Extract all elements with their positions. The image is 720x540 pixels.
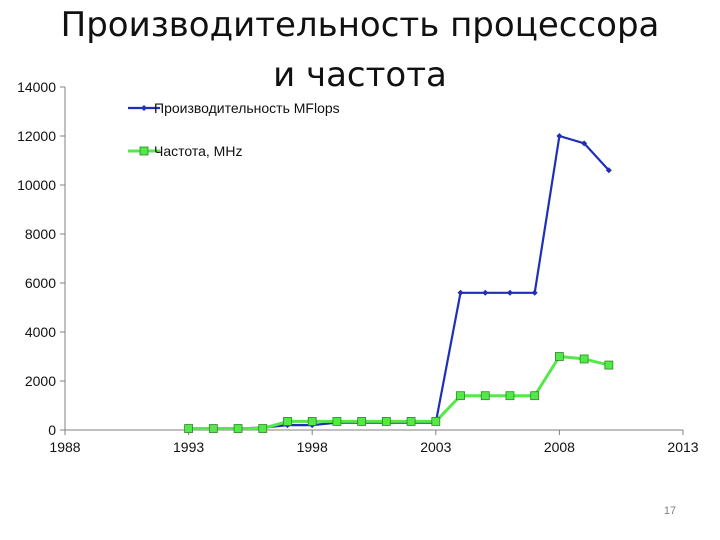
legend-item-2: Частота, MHz — [128, 143, 242, 159]
legend-label: Производительность MFlops — [154, 100, 340, 116]
y-tick-label: 10000 — [17, 177, 56, 193]
data-point — [283, 417, 292, 426]
page-number: 17 — [663, 505, 677, 517]
legend-item-1: Производительность MFlops — [128, 100, 340, 116]
x-tick-label: 1988 — [49, 439, 80, 455]
data-point — [555, 352, 564, 361]
data-point — [605, 167, 612, 174]
data-point — [332, 417, 342, 426]
x-tick-label: 2013 — [667, 439, 698, 455]
data-point — [604, 360, 614, 370]
slide-title-line-2: и частота — [273, 55, 447, 95]
data-point — [208, 424, 218, 433]
data-point — [406, 417, 416, 426]
chart-series — [184, 133, 614, 433]
data-point — [456, 391, 465, 401]
data-point — [482, 289, 489, 296]
y-tick-label: 0 — [48, 422, 56, 438]
data-point — [531, 289, 538, 296]
slide-title-line-1: Производительность процессора — [60, 5, 660, 45]
y-tick-label: 12000 — [17, 128, 56, 144]
series-1 — [185, 133, 612, 432]
legend-swatch-marker — [139, 146, 149, 156]
chart-legend: Производительность MFlops Частота, MHz — [128, 100, 340, 159]
y-tick-label: 8000 — [25, 226, 56, 242]
y-tick-label: 2000 — [25, 373, 56, 389]
y-tick-label: 6000 — [25, 275, 56, 291]
data-point — [480, 391, 490, 401]
data-point — [556, 133, 563, 139]
data-point — [381, 417, 391, 426]
x-tick-label: 2003 — [420, 439, 451, 455]
series-2 — [184, 352, 614, 433]
x-tick-label: 1998 — [297, 439, 328, 455]
data-point — [506, 289, 513, 296]
data-point — [457, 289, 464, 296]
data-point — [579, 354, 589, 364]
series-line — [188, 134, 610, 430]
x-tick-label: 1993 — [173, 439, 204, 455]
data-point — [581, 140, 588, 147]
y-tick-label: 14000 — [17, 79, 56, 95]
y-tick-label: 4000 — [25, 324, 56, 340]
data-point — [431, 417, 441, 426]
chart-axes: 0 2000 4000 6000 8000 10000 12000 14000 1988 1993… — [17, 79, 699, 455]
data-point — [530, 391, 540, 401]
data-point — [307, 417, 317, 426]
data-point — [184, 424, 194, 433]
data-point — [357, 417, 367, 426]
legend-label: Частота, MHz — [154, 143, 242, 159]
legend-swatch-marker — [141, 105, 147, 111]
series-line — [188, 355, 610, 430]
data-point — [258, 424, 268, 433]
x-tick-label: 2008 — [544, 439, 575, 455]
data-point — [505, 391, 515, 401]
data-point — [233, 424, 243, 433]
